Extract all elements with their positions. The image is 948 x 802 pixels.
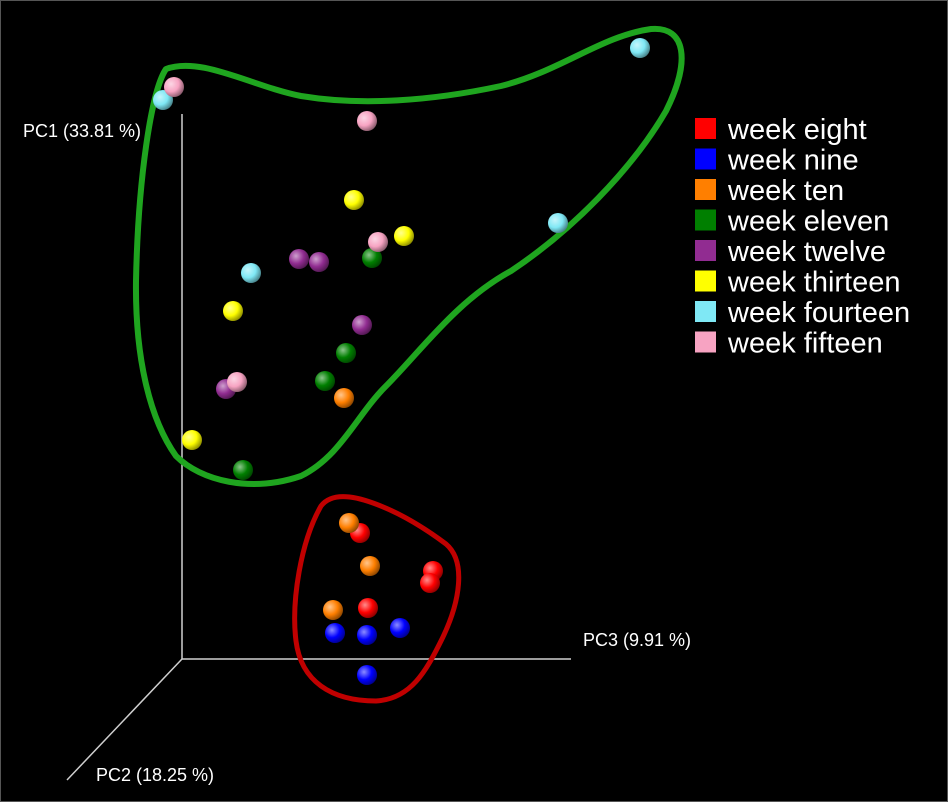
legend-label-week-nine: week nine — [727, 145, 859, 177]
pc2-axis-label: PC2 (18.25 %) — [96, 765, 214, 785]
pc3-axis-label: PC3 (9.91 %) — [583, 630, 691, 650]
pc2-axis — [66, 658, 183, 781]
point-week-thirteen — [344, 190, 364, 210]
point-week-ten — [323, 600, 343, 620]
point-week-fifteen — [357, 111, 377, 131]
point-week-twelve — [289, 249, 309, 269]
cluster-outline-green — [132, 25, 685, 487]
point-week-eight — [358, 598, 378, 618]
point-week-fourteen — [630, 38, 650, 58]
legend-swatch-week-eleven — [695, 209, 716, 231]
legend-label-week-ten: week ten — [727, 175, 844, 207]
point-week-fourteen — [241, 263, 261, 283]
legend-label-week-fourteen: week fourteen — [727, 297, 910, 329]
point-week-twelve — [309, 252, 329, 272]
legend-label-week-fifteen: week fifteen — [727, 328, 883, 360]
point-week-eleven — [315, 371, 335, 391]
legend-swatch-week-twelve — [695, 240, 716, 261]
legend-label-week-thirteen: week thirteen — [727, 267, 901, 299]
point-week-fourteen — [548, 213, 568, 233]
legend-label-week-twelve: week twelve — [727, 236, 886, 268]
point-week-twelve — [352, 315, 372, 335]
point-week-eleven — [233, 460, 253, 480]
legend-swatch-week-fifteen — [695, 331, 716, 353]
point-week-fifteen — [368, 232, 388, 252]
point-week-eleven — [362, 248, 382, 268]
data-points — [153, 38, 650, 685]
pc1-axis-label: PC1 (33.81 %) — [23, 121, 141, 141]
legend-swatch-week-fourteen — [695, 301, 716, 322]
point-week-thirteen — [223, 301, 243, 321]
point-week-nine — [390, 618, 410, 638]
point-week-ten — [334, 388, 354, 408]
legend-swatch-week-thirteen — [695, 270, 716, 292]
point-week-nine — [357, 665, 377, 685]
point-week-ten — [339, 513, 359, 533]
point-week-fifteen — [227, 372, 247, 392]
point-week-thirteen — [394, 226, 414, 246]
point-week-nine — [357, 625, 377, 645]
point-week-eleven — [336, 343, 356, 363]
point-week-fifteen — [164, 77, 184, 97]
point-week-eight — [420, 573, 440, 593]
legend-label-week-eight: week eight — [727, 114, 867, 146]
point-week-thirteen — [182, 430, 202, 450]
legend-swatch-week-eight — [695, 118, 716, 139]
legend-label-week-eleven: week eleven — [727, 206, 889, 238]
cluster-outline-red — [292, 494, 462, 704]
axes — [66, 114, 571, 781]
point-week-nine — [325, 623, 345, 643]
point-week-ten — [360, 556, 380, 576]
legend-swatch-week-ten — [695, 179, 716, 200]
legend-swatch-week-nine — [695, 148, 716, 170]
